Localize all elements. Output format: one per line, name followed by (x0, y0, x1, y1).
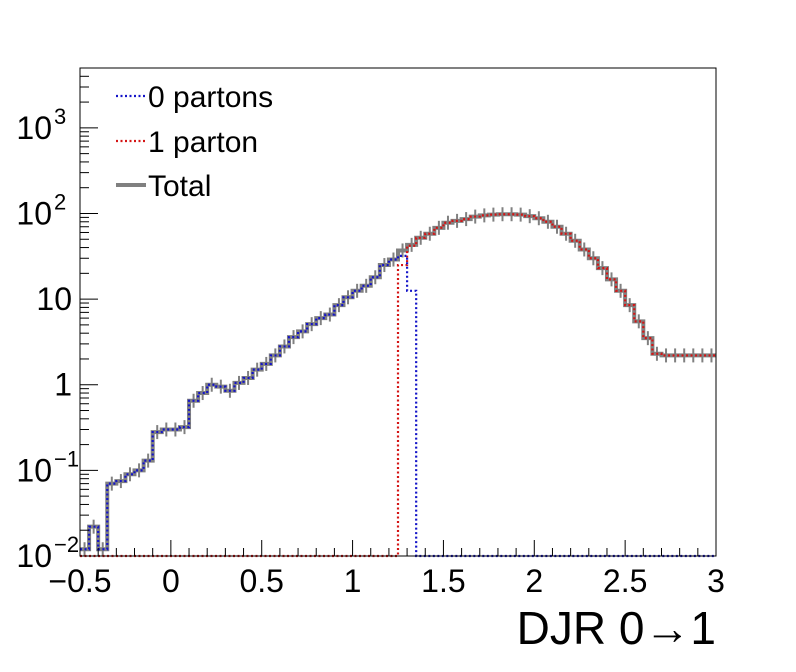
x-axis-label: DJR 0→1 (517, 602, 716, 654)
y-tick-label: 10 (16, 538, 52, 574)
legend-label: 0 partons (148, 81, 273, 114)
legend: 0 partons 1 parton Total (116, 81, 273, 203)
y-tick-label: 10 (16, 195, 52, 231)
y-tick-label: 10 (36, 281, 72, 317)
y-tick-label: 10 (16, 452, 52, 488)
x-tick-label: 1 (344, 563, 362, 599)
series-layer (80, 207, 716, 558)
x-tick-label: 2 (525, 563, 543, 599)
y-tick-exponent: −1 (54, 446, 79, 471)
y-tick-label: 10 (16, 110, 52, 146)
legend-label: 1 parton (148, 126, 258, 159)
x-tick-label: 2.5 (603, 563, 647, 599)
x-tick-label: 0.5 (239, 563, 283, 599)
x-tick-label: 1.5 (421, 563, 465, 599)
x-tick-label: −0.5 (48, 563, 111, 599)
y-tick-exponent: 2 (54, 189, 66, 214)
y-tick-label: 1 (54, 367, 72, 403)
y-tick-exponent: −2 (54, 532, 79, 557)
legend-label: Total (148, 170, 211, 203)
series-line-1-parton (80, 213, 716, 558)
x-tick-label: 3 (707, 563, 725, 599)
y-tick-exponent: 3 (54, 104, 66, 129)
x-tick-label: 0 (162, 563, 180, 599)
